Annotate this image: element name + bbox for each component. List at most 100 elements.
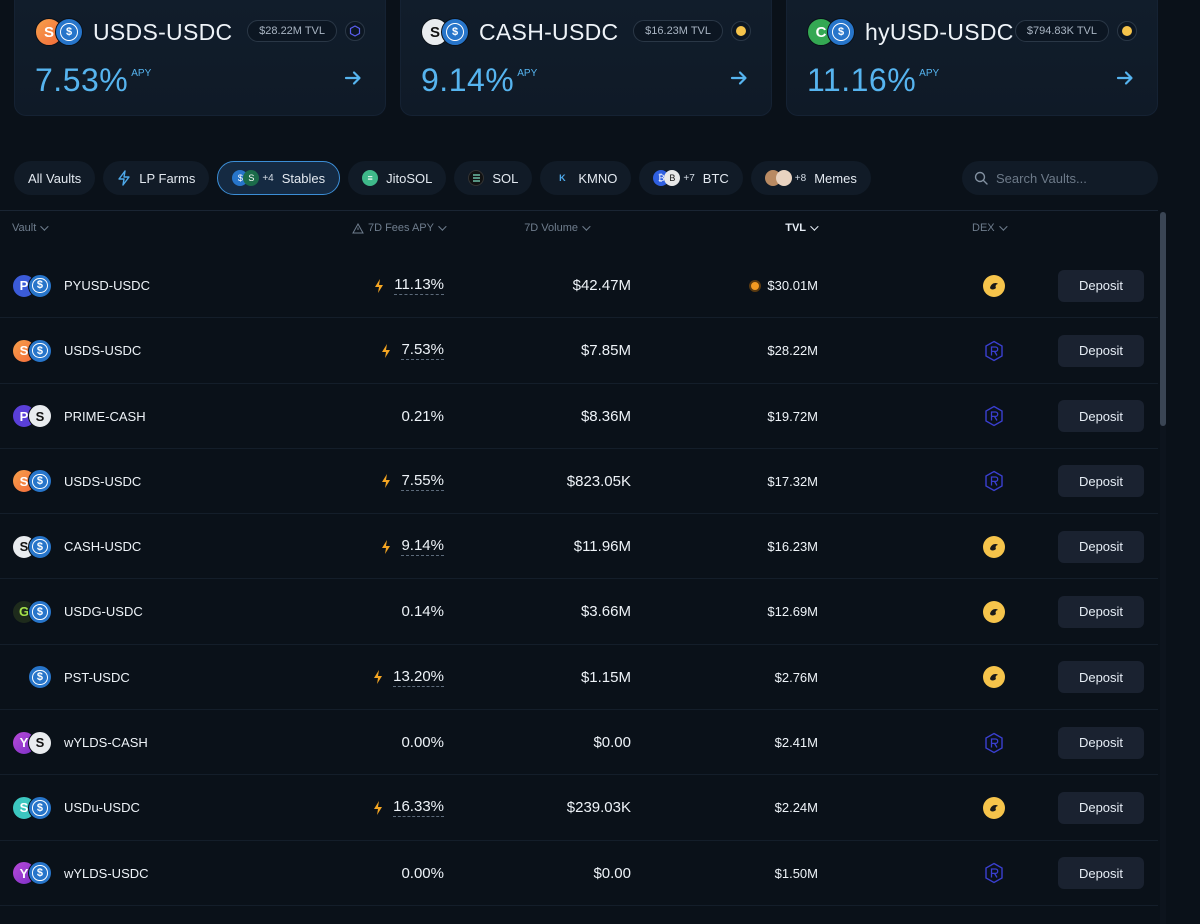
dex-cell bbox=[983, 841, 1005, 906]
tvl-value: $1.50M bbox=[774, 865, 818, 881]
scrollbar-thumb[interactable] bbox=[1160, 212, 1166, 426]
deposit-button[interactable]: Deposit bbox=[1058, 661, 1144, 694]
featured-card[interactable]: S $ USDS-USDC $28.22M TVL 7.53% APY bbox=[14, 0, 386, 116]
apy-cell: 7.55% bbox=[381, 449, 444, 514]
apy-value: 0.21% bbox=[401, 407, 444, 425]
volume-cell: $0.00 bbox=[593, 710, 631, 775]
chip-plus-count: +8 bbox=[794, 172, 807, 184]
vault-cell: S $ CASH-USDC bbox=[12, 514, 141, 579]
deposit-cell: Deposit bbox=[1058, 449, 1144, 514]
deposit-button[interactable]: Deposit bbox=[1058, 400, 1144, 433]
deposit-button[interactable]: Deposit bbox=[1058, 857, 1144, 890]
scrollbar-track[interactable] bbox=[1160, 212, 1166, 924]
vault-cell: S $ USDS-USDC bbox=[12, 318, 141, 383]
deposit-button[interactable]: Deposit bbox=[1058, 530, 1144, 563]
tvl-cell: $12.69M bbox=[767, 579, 818, 644]
apy-value[interactable]: 7.53% bbox=[401, 341, 444, 361]
tvl-pill: $16.23M TVL bbox=[633, 20, 723, 42]
apy-value[interactable]: 9.14% bbox=[401, 537, 444, 557]
volume-value: $0.00 bbox=[593, 864, 631, 882]
chip-label: LP Farms bbox=[139, 170, 196, 186]
col-dex[interactable]: DEX bbox=[972, 222, 1008, 234]
deposit-button[interactable]: Deposit bbox=[1058, 334, 1144, 367]
usdc-icon: $ bbox=[55, 18, 83, 46]
apy-value[interactable]: 16.33% bbox=[393, 798, 444, 818]
col-vault[interactable]: Vault bbox=[12, 222, 49, 234]
bolt-icon bbox=[374, 278, 384, 293]
volume-value: $823.05K bbox=[566, 472, 631, 490]
bolt-icon bbox=[117, 170, 131, 186]
apy-cell: 7.53% bbox=[381, 318, 444, 383]
tvl-cell: $28.22M bbox=[767, 318, 818, 383]
deposit-button[interactable]: Deposit bbox=[1058, 595, 1144, 628]
search-input[interactable] bbox=[996, 170, 1146, 186]
vault-cell: $ PST-USDC bbox=[12, 645, 130, 710]
kmno-icon: K bbox=[559, 173, 566, 183]
deposit-cell: Deposit bbox=[1058, 645, 1144, 710]
col-label: Vault bbox=[12, 222, 37, 234]
table-row[interactable]: P $ PYUSD-USDC 11.13% $42.47M $30.01M Dep… bbox=[0, 253, 1158, 319]
token-pair: $ bbox=[28, 665, 52, 690]
volume-cell: $1.15M bbox=[581, 645, 631, 710]
volume-value: $0.00 bbox=[593, 734, 631, 752]
deposit-button[interactable]: Deposit bbox=[1058, 269, 1144, 302]
apy-value[interactable]: 13.20% bbox=[393, 667, 444, 687]
dex-cell bbox=[983, 514, 1005, 579]
table-row[interactable]: $ PST-USDC 13.20% $1.15M $2.76M Deposit bbox=[0, 645, 1158, 711]
vault-name: USDS-USDC bbox=[64, 473, 142, 489]
vault-name: PRIME-CASH bbox=[64, 408, 146, 424]
raydium-icon bbox=[983, 732, 1005, 754]
col-tvl[interactable]: TVL bbox=[785, 222, 819, 234]
apy-value[interactable]: 11.13% bbox=[394, 276, 444, 295]
volume-value: $42.47M bbox=[572, 277, 631, 294]
filter-all-vaults[interactable]: All Vaults bbox=[14, 161, 96, 195]
table-row[interactable]: S $ USDS-USDC 7.55% $823.05K $17.32M Depo… bbox=[0, 449, 1158, 515]
vault-name: PYUSD-USDC bbox=[64, 278, 150, 293]
filter-sol[interactable]: SOL bbox=[454, 161, 533, 195]
search-box bbox=[962, 161, 1158, 195]
table-row[interactable]: S $ USDS-USDC 7.53% $7.85M $28.22M Deposi… bbox=[0, 318, 1158, 384]
tvl-cell: $17.32M bbox=[767, 449, 818, 514]
volume-cell: $239.03K bbox=[567, 775, 631, 840]
token-pair: P $ bbox=[12, 273, 52, 298]
featured-card[interactable]: C $ hyUSD-USDC $794.83K TVL 11.16% APY bbox=[786, 0, 1158, 116]
filter-btc[interactable]: ₿ B +7 BTC bbox=[639, 161, 743, 195]
filter-jitosol[interactable]: ≡ JitoSOL bbox=[348, 161, 447, 195]
table-row[interactable]: S $ CASH-USDC 9.14% $11.96M $16.23M Depos… bbox=[0, 514, 1158, 580]
filter-kmno[interactable]: K KMNO bbox=[540, 161, 632, 195]
col-apy[interactable]: 7D Fees APY bbox=[352, 222, 447, 234]
apy-value[interactable]: 7.55% bbox=[401, 471, 444, 491]
tvl-cell: $19.72M bbox=[767, 384, 818, 449]
apy-value: 0.14% bbox=[401, 603, 444, 621]
orca-icon bbox=[983, 600, 1005, 623]
featured-title: CASH-USDC bbox=[479, 18, 619, 45]
filter-stables[interactable]: $ S +4 Stables bbox=[217, 161, 341, 195]
arrow-right-icon[interactable] bbox=[1115, 68, 1135, 88]
table-row[interactable]: S $ USDu-USDC 16.33% $239.03K $2.24M Depo… bbox=[0, 775, 1158, 841]
arrow-right-icon[interactable] bbox=[343, 68, 363, 88]
table-row[interactable]: G $ USDG-USDC 0.14% $3.66M $12.69M Deposi… bbox=[0, 579, 1158, 645]
table-row[interactable]: Y $ wYLDS-USDC 0.00% $0.00 $1.50M Deposit bbox=[0, 841, 1158, 906]
volume-cell: $0.00 bbox=[593, 841, 631, 906]
chip-plus-count: +7 bbox=[683, 172, 695, 184]
tvl-cell: $1.50M bbox=[775, 841, 818, 906]
deposit-button[interactable]: Deposit bbox=[1058, 726, 1144, 759]
filter-memes[interactable]: +8 Memes bbox=[750, 161, 871, 195]
dex-cell bbox=[983, 449, 1005, 514]
volume-cell: $3.66M bbox=[581, 579, 631, 644]
token-pair: S $ bbox=[12, 338, 52, 363]
arrow-right-icon[interactable] bbox=[729, 68, 749, 88]
dex-cell bbox=[983, 710, 1005, 775]
dex-cell bbox=[983, 318, 1005, 383]
deposit-button[interactable]: Deposit bbox=[1058, 791, 1144, 824]
col-volume[interactable]: 7D Volume bbox=[524, 222, 591, 234]
deposit-button[interactable]: Deposit bbox=[1058, 465, 1144, 498]
apy-cell: 11.13% bbox=[374, 253, 444, 318]
usdc-icon: $ bbox=[28, 795, 52, 820]
featured-card[interactable]: S $ CASH-USDC $16.23M TVL 9.14% APY bbox=[400, 0, 772, 116]
filter-lp-farms[interactable]: LP Farms bbox=[103, 161, 210, 195]
